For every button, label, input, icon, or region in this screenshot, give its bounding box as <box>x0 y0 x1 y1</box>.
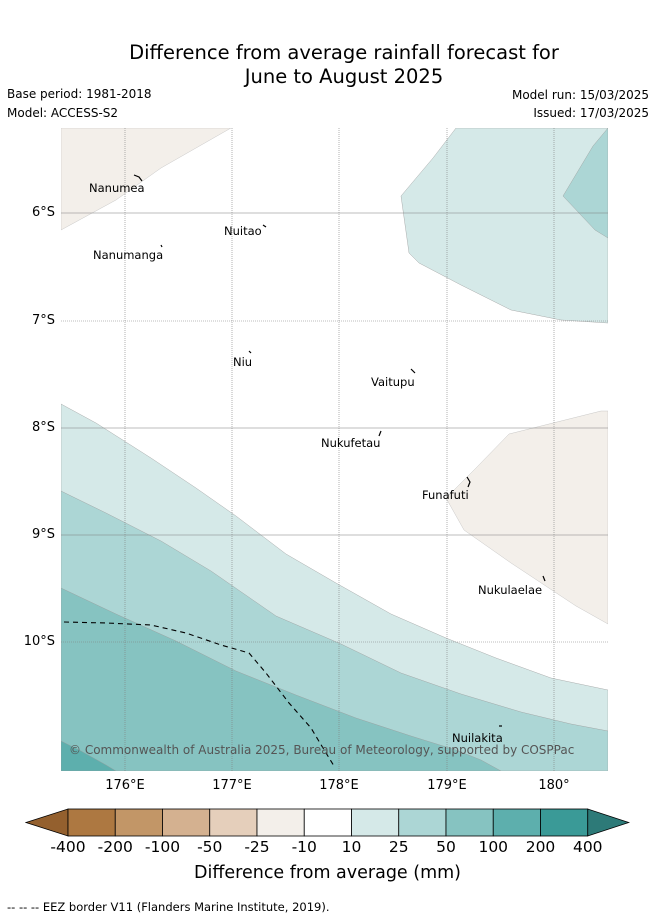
model-name: Model: ACCESS-S2 <box>7 106 119 120</box>
colorbar-cell <box>114 808 163 837</box>
island-nukufetau <box>378 430 382 437</box>
lon-label-180: 180° <box>538 778 570 793</box>
lat-label-10s: 10°S <box>23 634 55 649</box>
place-niu: Niu <box>233 355 253 369</box>
colorbar-tick-label: -200 <box>97 838 133 856</box>
island-funafuti <box>466 476 471 488</box>
colorbar-tick-label: -25 <box>244 838 270 856</box>
colorbar-cell <box>256 808 305 837</box>
colorbar-tick-label: 100 <box>478 838 509 856</box>
colorbar-extend-low <box>25 808 69 837</box>
dry-region-northwest <box>61 128 232 231</box>
colorbar-cell <box>303 808 352 837</box>
colorbar <box>25 808 630 837</box>
base-period: Base period: 1981-2018 <box>7 87 152 101</box>
colorbar-tick-label: -50 <box>197 838 223 856</box>
wet-band-4 <box>61 740 117 771</box>
place-nuitao: Nuitao <box>224 224 262 238</box>
place-nuilakita: Nuilakita <box>452 731 503 745</box>
colorbar-tick-label: -400 <box>50 838 86 856</box>
island-niu <box>248 350 252 354</box>
lat-label-9s: 9°S <box>31 527 55 542</box>
place-funafuti: Funafuti <box>422 488 469 502</box>
copyright-notice: © Commonwealth of Australia 2025, Bureau… <box>69 743 575 757</box>
colorbar-cell <box>351 808 400 837</box>
colorbar-cell <box>209 808 258 837</box>
colorbar-tick-label: 50 <box>436 838 456 856</box>
place-nukufetau: Nukufetau <box>321 436 381 450</box>
lon-label-176e: 176°E <box>105 778 145 793</box>
colorbar-cell <box>162 808 211 837</box>
colorbar-cell <box>445 808 494 837</box>
map-title-line2: June to August 2025 <box>244 65 444 88</box>
issued-date: Issued: 17/03/2025 <box>533 106 649 120</box>
colorbar-axis-label: Difference from average (mm) <box>193 863 462 883</box>
colorbar-tick-label: 400 <box>572 838 603 856</box>
colorbar-tick-label: 200 <box>525 838 556 856</box>
colorbar-cell <box>492 808 541 837</box>
lon-label-177e: 177°E <box>212 778 252 793</box>
model-run: Model run: 15/03/2025 <box>511 88 649 102</box>
lat-label-8s: 8°S <box>31 420 55 435</box>
dry-region-east <box>445 410 608 625</box>
island-marks <box>133 174 546 727</box>
lat-label-6s: 6°S <box>31 205 55 220</box>
island-nanumea <box>133 174 143 182</box>
colorbar-cell <box>398 808 447 837</box>
colorbar-tick-label: 10 <box>341 838 362 856</box>
lon-label-179e: 179°E <box>427 778 467 793</box>
eez-legend: -- -- -- EEZ border V11 (Flanders Marine… <box>7 900 330 914</box>
place-nanumanga: Nanumanga <box>93 248 164 262</box>
place-vaitupu: Vaitupu <box>371 375 415 389</box>
colorbar-tick-label: -100 <box>144 838 181 856</box>
island-nanumanga <box>160 244 163 248</box>
lat-label-7s: 7°S <box>31 313 55 328</box>
colorbar-cell <box>540 808 589 837</box>
colorbar-tick-label: 25 <box>388 838 409 856</box>
lon-label-178e: 178°E <box>319 778 359 793</box>
island-vaitupu <box>410 368 416 374</box>
island-nukulaelae <box>542 575 546 582</box>
grid-lines <box>61 128 608 771</box>
wet-region-northeast <box>400 128 608 324</box>
place-nukulaelae: Nukulaelae <box>478 583 543 597</box>
wet-band-3 <box>61 587 502 771</box>
island-nuitao <box>262 224 267 228</box>
colorbar-tick-label: -10 <box>291 838 317 856</box>
map-title-line1: Difference from average rainfall forecas… <box>129 41 559 64</box>
colorbar-extend-high <box>587 808 630 837</box>
place-nanumea: Nanumea <box>89 181 145 195</box>
colorbar-cell <box>67 808 116 837</box>
eez-border <box>63 621 335 767</box>
rainfall-map <box>61 128 608 771</box>
